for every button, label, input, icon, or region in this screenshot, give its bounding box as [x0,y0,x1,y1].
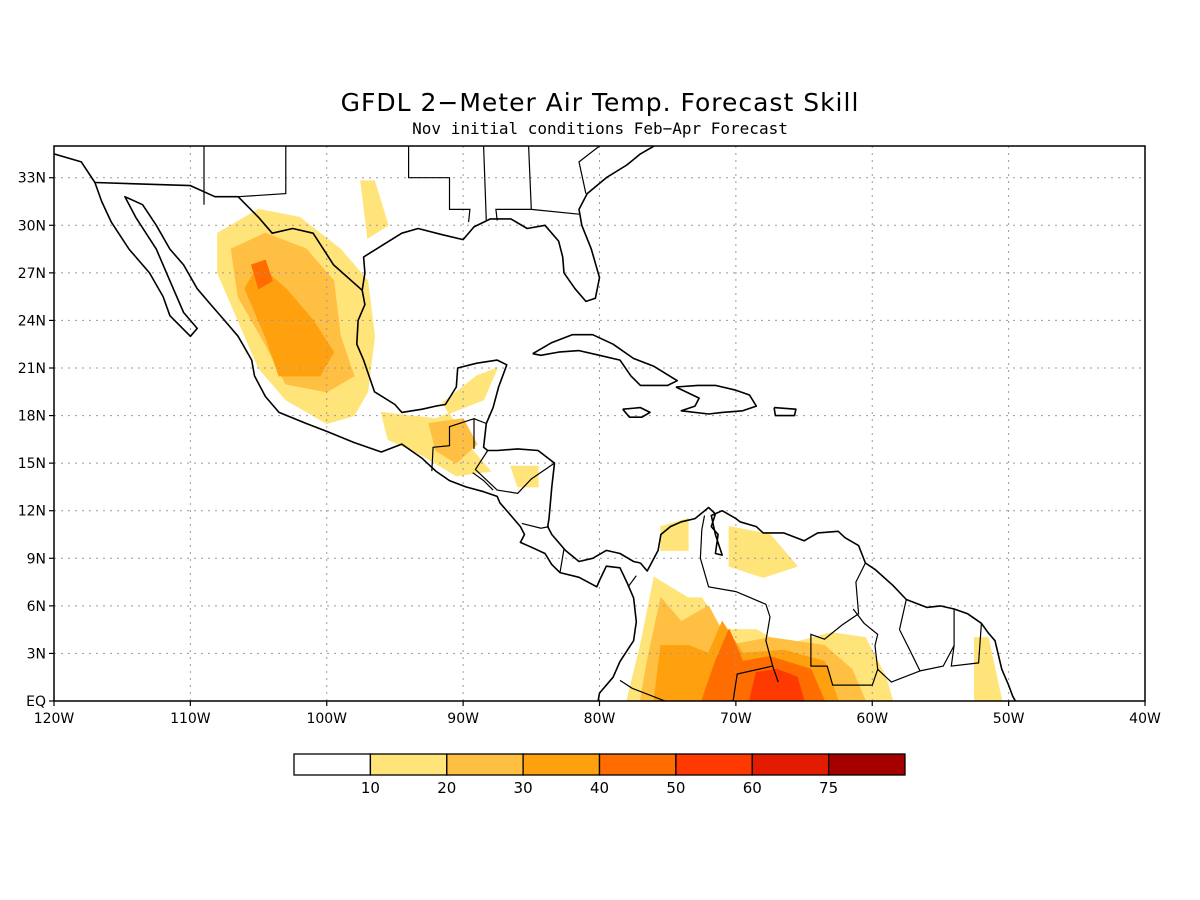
skill-region-mexico-central [244,264,335,377]
skill-region-guatemala-core [428,418,478,464]
colorbar-swatch-6 [751,753,830,776]
coastline-7 [773,406,797,417]
longitude-axis: 120W 110W 100W 90W 80W 70W 60W 50W 40W [34,701,1161,727]
border-line-4 [495,146,532,221]
skill-region-honduras-patch [510,465,539,488]
lat-tick-label: 12N [18,504,46,520]
lat-tick-label: 18N [18,409,46,425]
colorbar-swatch-7 [827,753,906,776]
coastline-6 [622,406,651,419]
coastline-5 [675,384,758,415]
colorbar-swatch-1 [369,753,448,776]
coastline-4 [532,333,679,387]
border-line-9 [472,472,494,491]
lat-tick-label: EQ [26,694,46,710]
coastlines [54,146,1017,701]
colorbar-label: 40 [590,779,609,797]
colorbar-swatch-0 [293,753,372,776]
border-line-19 [877,668,921,683]
colorbar: 10 20 30 40 50 60 75 [293,753,906,797]
border-line-11 [521,522,550,529]
border-line-13 [627,575,637,588]
coastline-0 [54,153,638,701]
lon-tick-label: 70W [720,711,752,727]
skill-region-mexico-max [251,259,273,290]
border-line-14 [699,515,779,683]
border-line-1 [238,146,287,198]
skill-region-texas-strip [360,180,389,239]
coastline-2 [94,181,641,564]
colorbar-label: 75 [819,779,838,797]
lat-tick-label: 15N [18,456,46,472]
lat-tick-label: 21N [18,361,46,377]
colorbar-swatch-5 [675,753,753,776]
lat-tick-label: 6N [27,599,46,615]
border-line-7 [431,417,475,472]
border-line-6 [578,146,600,194]
lon-tick-label: 80W [584,711,616,727]
colorbar-swatch-4 [598,753,677,776]
border-line-5 [531,208,580,215]
lat-tick-label: 3N [27,646,46,662]
lat-tick-label: 33N [18,171,46,187]
colorbar-swatch-2 [446,753,524,776]
border-line-3 [483,146,487,221]
border-line-15 [732,665,773,701]
skill-region-sa-max [748,668,805,701]
lon-tick-label: 120W [34,711,75,727]
political-borders [203,146,982,701]
lon-tick-label: 50W [993,711,1025,727]
colorbar-label: 10 [361,779,380,797]
skill-region-colombia-north [660,517,689,551]
border-line-10 [474,450,555,494]
lat-tick-label: 27N [18,266,46,282]
border-line-12 [559,548,565,573]
colorbar-label: 50 [666,779,685,797]
skill-region-french-guiana [974,637,1003,701]
lat-tick-label: 30N [18,218,46,234]
border-line-8 [473,418,487,425]
lat-tick-label: 24N [18,313,46,329]
colorbar-swatch-3 [522,753,601,776]
lon-tick-label: 40W [1129,711,1161,727]
border-line-2 [408,146,471,223]
lon-tick-label: 90W [447,711,479,727]
figure-subtitle: Nov initial conditions Feb−Apr Forecast [412,119,788,138]
colorbar-label: 60 [743,779,762,797]
lon-tick-label: 110W [170,711,211,727]
map-background [54,146,1145,701]
border-line-20 [619,679,666,701]
latitude-axis: EQ 3N 6N 9N 12N 15N 18N 21N 24N 27N 30N 33N [18,171,54,710]
colorbar-label: 30 [514,779,533,797]
coastline-1 [639,506,1017,701]
coastline-3 [361,146,655,303]
colorbar-label: 20 [437,779,456,797]
map-area [53,145,1146,702]
lon-tick-label: 60W [856,711,888,727]
skill-shading [217,180,1003,701]
border-line-16 [810,562,879,686]
border-line-18 [950,623,982,667]
lon-tick-label: 100W [306,711,347,727]
figure-title: GFDL 2−Meter Air Temp. Forecast Skill [341,88,860,117]
lat-tick-label: 9N [27,551,46,567]
